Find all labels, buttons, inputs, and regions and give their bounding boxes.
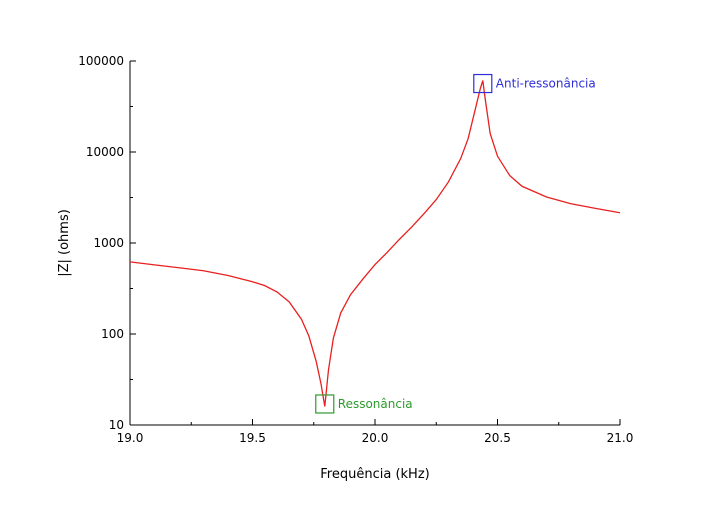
- x-tick-label: 19.0: [117, 431, 144, 445]
- annotations: Anti-ressonância Ressonância: [315, 73, 596, 414]
- x-tick-label: 20.5: [484, 431, 511, 445]
- annotation-label: Ressonância: [338, 397, 413, 411]
- impedance-curve: [129, 80, 621, 407]
- annotation-label: Anti-ressonância: [496, 77, 596, 91]
- y-tick-label: 10: [109, 418, 124, 432]
- y-tick-label: 100: [101, 327, 124, 341]
- annotation-marker-box: [315, 394, 335, 414]
- y-tick-label: 1000: [93, 236, 124, 250]
- x-tick-label: 19.5: [239, 431, 266, 445]
- y-axis-title: |Z| (ohms): [57, 209, 72, 277]
- axes: 19.0 19.5 20.0 20.5 21.0 10 100 1000 10000 100000: [78, 54, 633, 445]
- x-tick-label: 20.0: [362, 431, 389, 445]
- x-axis-title: Frequência (kHz): [320, 467, 429, 482]
- y-tick-label: 100000: [78, 54, 124, 68]
- y-tick-label: 10000: [86, 145, 124, 159]
- annotation-marker-box: [473, 73, 493, 94]
- x-tick-label: 21.0: [607, 431, 634, 445]
